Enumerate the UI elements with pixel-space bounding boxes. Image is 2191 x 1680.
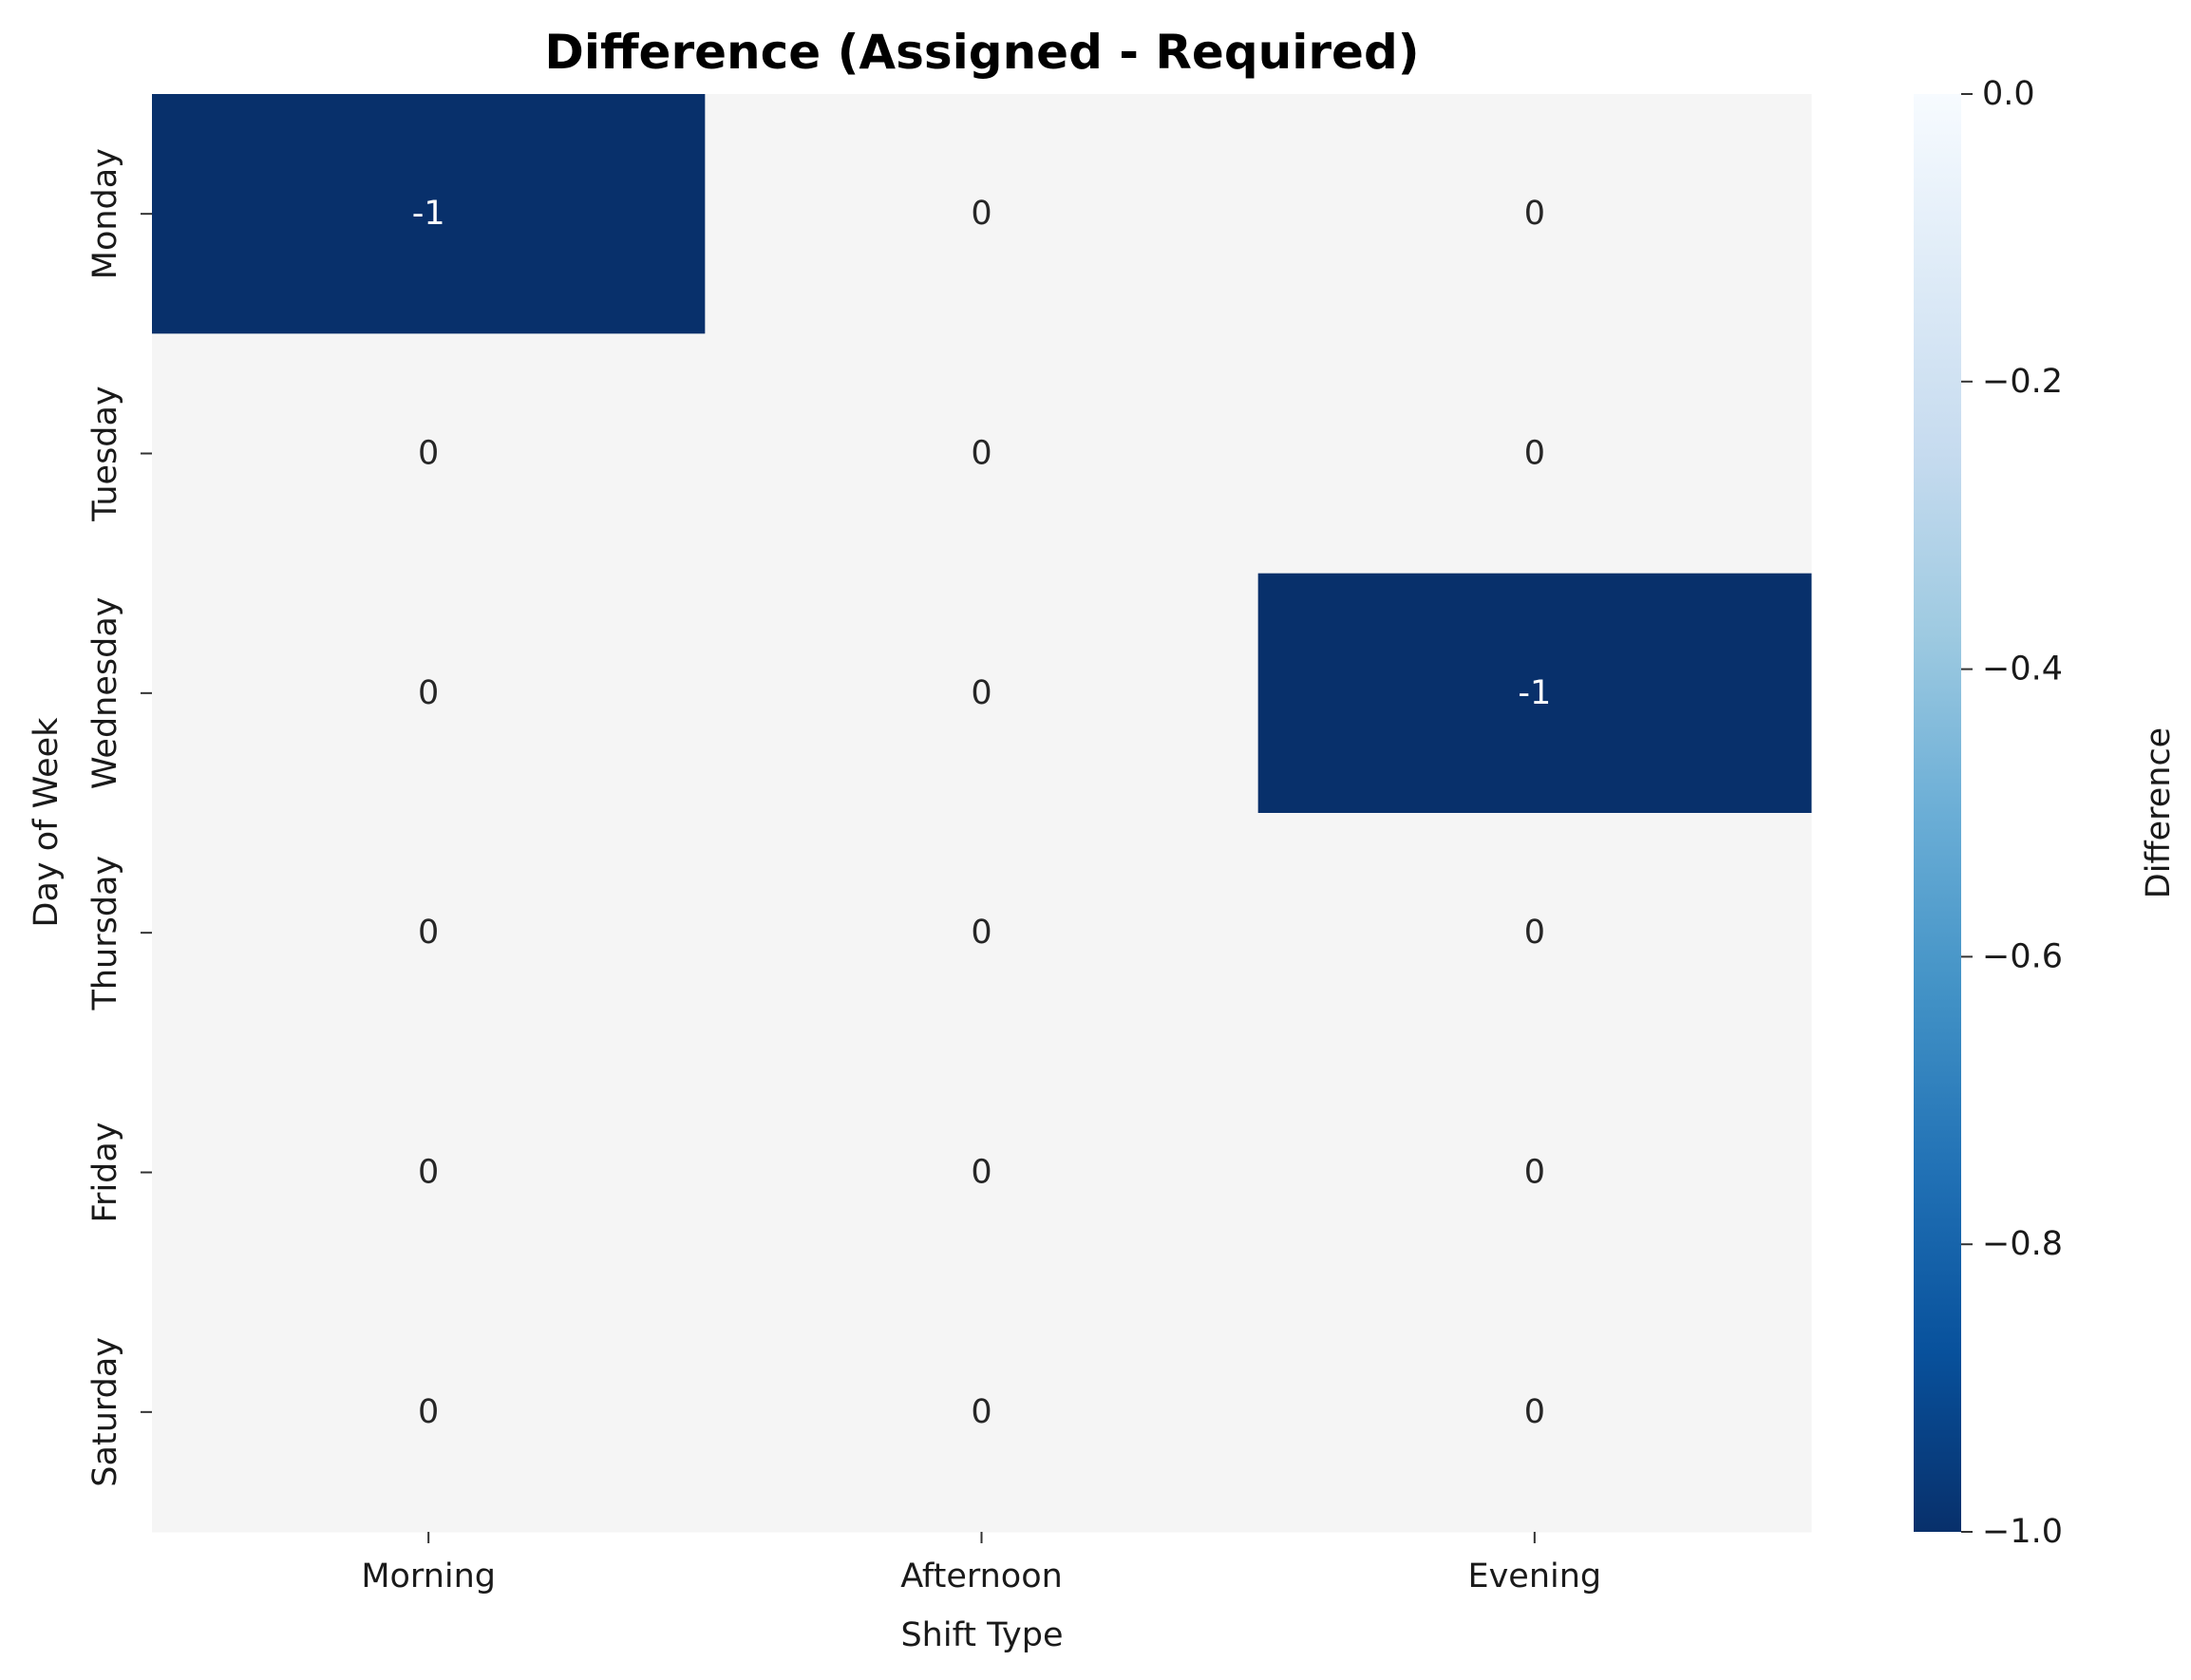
y-tick-label: Monday — [86, 148, 124, 279]
colorbar-tick-label: −0.8 — [1982, 1225, 2063, 1263]
colorbar-tick-label: −0.4 — [1982, 651, 2063, 689]
cell-value-label: 0 — [1524, 435, 1545, 473]
cell-value-label: -1 — [1518, 674, 1551, 712]
heatmap-cell — [152, 1052, 706, 1293]
cell-value-label: 0 — [971, 674, 992, 712]
heatmap-cell — [705, 1292, 1259, 1533]
colorbar-ticks: 0.0 −0.2 −0.4 −0.6 −0.8 −1.0 — [1961, 75, 2063, 1551]
x-tick-label: Morning — [361, 1557, 496, 1595]
heatmap-cell — [152, 573, 706, 814]
heatmap-cell — [705, 333, 1259, 575]
y-tick-label: Saturday — [86, 1337, 124, 1487]
colorbar-tick-label: −0.2 — [1982, 363, 2063, 401]
heatmap-cell — [152, 94, 706, 334]
heatmap-cell — [1257, 333, 1812, 575]
chart-title: Difference (Assigned - Required) — [544, 25, 1419, 80]
cell-value-label: 0 — [1524, 1393, 1545, 1431]
cell-value-label: 0 — [418, 1393, 439, 1431]
heatmap-cell — [1257, 813, 1812, 1053]
y-tick-label: Tuesday — [86, 386, 124, 521]
y-axis-label: Day of Week — [28, 717, 66, 928]
colorbar-tick-label: 0.0 — [1982, 75, 2035, 113]
colorbar-tick-label: −0.6 — [1982, 937, 2063, 975]
heatmap-cells — [152, 94, 1812, 1533]
y-tick-label: Friday — [86, 1122, 124, 1222]
colorbar-label: Difference — [2140, 727, 2178, 898]
x-tick-label: Evening — [1467, 1557, 1601, 1595]
y-axis: Monday Tuesday Wednesday Thursday Friday Satu… — [86, 148, 152, 1487]
cell-value-label: 0 — [971, 195, 992, 233]
cell-value-label: 0 — [1524, 195, 1545, 233]
colorbar: 0.0 −0.2 −0.4 −0.6 −0.8 −1.0 Difference — [1914, 75, 2178, 1551]
heatmap-cell — [1257, 1292, 1812, 1533]
cell-value-label: 0 — [1524, 1154, 1545, 1192]
cell-value-label: 0 — [418, 914, 439, 952]
y-tick-label: Wednesday — [86, 597, 124, 790]
heatmap-cell — [152, 1292, 706, 1533]
cell-value-label: -1 — [412, 195, 445, 233]
heatmap-cell — [152, 813, 706, 1053]
heatmap-cell — [705, 813, 1259, 1053]
y-tick-label: Thursday — [86, 856, 124, 1011]
x-axis: Morning Afternoon Evening — [361, 1532, 1601, 1595]
heatmap-cell — [1257, 573, 1812, 814]
heatmap-cell-labels: -1 0 0 0 0 0 0 0 -1 0 0 0 0 0 0 0 0 0 — [412, 195, 1552, 1431]
colorbar-tick-label: −1.0 — [1982, 1513, 2063, 1551]
cell-value-label: 0 — [418, 435, 439, 473]
cell-value-label: 0 — [971, 435, 992, 473]
heatmap-cell — [1257, 94, 1812, 334]
x-axis-label: Shift Type — [900, 1616, 1063, 1654]
cell-value-label: 0 — [1524, 914, 1545, 952]
heatmap-cell — [705, 1052, 1259, 1293]
cell-value-label: 0 — [971, 1393, 992, 1431]
heatmap-cell — [705, 94, 1259, 334]
cell-value-label: 0 — [418, 1154, 439, 1192]
heatmap-cell — [1257, 1052, 1812, 1293]
heatmap-cell — [152, 333, 706, 575]
cell-value-label: 0 — [971, 1154, 992, 1192]
colorbar-gradient — [1914, 94, 1961, 1532]
x-tick-label: Afternoon — [900, 1557, 1063, 1595]
cell-value-label: 0 — [971, 914, 992, 952]
heatmap-cell — [705, 573, 1259, 814]
cell-value-label: 0 — [418, 674, 439, 712]
